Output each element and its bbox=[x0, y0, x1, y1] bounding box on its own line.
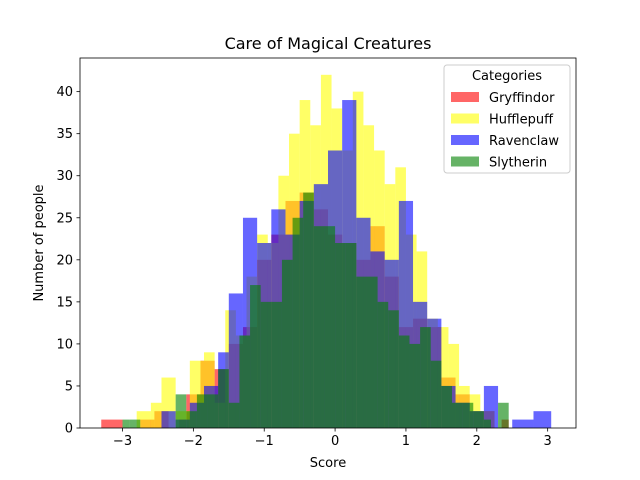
legend-swatch bbox=[451, 156, 479, 167]
bar-hufflepuff-1 bbox=[150, 402, 162, 428]
y-tick-label: 15 bbox=[56, 295, 73, 310]
bar-slytherin-13 bbox=[292, 217, 304, 428]
bar-slytherin-0 bbox=[122, 419, 130, 428]
bar-ravenclaw-0 bbox=[161, 411, 176, 428]
legend-label: Slytherin bbox=[489, 156, 547, 171]
bar-hufflepuff-28 bbox=[448, 343, 460, 428]
legend-item-hufflepuff: Hufflepuff bbox=[451, 113, 554, 128]
bar-slytherin-30 bbox=[473, 411, 484, 428]
bars-layer bbox=[101, 74, 552, 429]
x-tick-label: −1 bbox=[255, 434, 274, 449]
legend-swatch bbox=[451, 135, 479, 145]
bar-slytherin-31 bbox=[483, 419, 491, 428]
bar-gryffindor-0 bbox=[101, 419, 123, 428]
x-axis-label: Score bbox=[310, 456, 346, 471]
x-tick-label: 0 bbox=[331, 434, 339, 449]
bar-slytherin-2 bbox=[175, 394, 187, 428]
bar-slytherin-21 bbox=[377, 301, 389, 428]
bar-slytherin-26 bbox=[430, 360, 442, 428]
bar-slytherin-5 bbox=[207, 394, 219, 428]
bar-slytherin-14 bbox=[303, 192, 314, 428]
x-axis: −3 −2 −1 0 1 2 3 bbox=[113, 428, 552, 449]
bar-slytherin-20 bbox=[366, 276, 378, 428]
legend-item-ravenclaw: Ravenclaw bbox=[451, 134, 559, 149]
legend-item-gryffindor: Gryffindor bbox=[451, 91, 555, 106]
bar-slytherin-28 bbox=[452, 402, 463, 428]
legend: Categories Gryffindor Hufflepuff Ravenclaw… bbox=[443, 64, 571, 174]
bar-slytherin-11 bbox=[271, 301, 282, 428]
bar-slytherin-12 bbox=[281, 259, 293, 428]
series-slytherin bbox=[122, 192, 509, 428]
bar-slytherin-18 bbox=[345, 243, 357, 428]
y-axis: 0 5 10 15 20 25 30 35 40 bbox=[56, 85, 80, 437]
bar-slytherin-3 bbox=[186, 411, 197, 428]
bar-slytherin-23 bbox=[398, 335, 410, 428]
legend-swatch bbox=[451, 113, 479, 124]
x-tick-label: 3 bbox=[544, 434, 552, 449]
y-axis-label: Number of people bbox=[32, 184, 47, 301]
bar-ravenclaw-25 bbox=[533, 411, 552, 428]
bar-slytherin-22 bbox=[388, 310, 399, 428]
bar-slytherin-19 bbox=[356, 276, 367, 428]
bar-slytherin-9 bbox=[250, 285, 261, 428]
y-tick-label: 5 bbox=[65, 379, 73, 394]
y-tick-label: 25 bbox=[56, 211, 73, 226]
bar-slytherin-4 bbox=[196, 394, 208, 428]
legend-label: Ravenclaw bbox=[489, 134, 559, 149]
y-tick-label: 30 bbox=[56, 169, 73, 184]
plot-frame bbox=[79, 57, 577, 429]
chart-title: Care of Magical Creatures bbox=[225, 34, 432, 53]
x-tick-label: 2 bbox=[473, 434, 481, 449]
x-tick-label: 1 bbox=[402, 434, 410, 449]
legend-label: Hufflepuff bbox=[489, 113, 554, 128]
x-tick-label: −3 bbox=[113, 434, 132, 449]
legend-title: Categories bbox=[472, 69, 542, 84]
legend-item-slytherin: Slytherin bbox=[451, 156, 547, 171]
bar-ravenclaw-23 bbox=[483, 385, 499, 428]
bar-slytherin-6 bbox=[218, 369, 229, 428]
legend-items: Gryffindor Hufflepuff Ravenclaw Slytherin bbox=[451, 91, 559, 171]
x-tick-label: −2 bbox=[184, 434, 203, 449]
bar-slytherin-8 bbox=[239, 335, 251, 428]
y-tick-label: 0 bbox=[65, 422, 73, 437]
bar-ravenclaw-24 bbox=[512, 419, 534, 428]
y-tick-label: 35 bbox=[56, 127, 73, 142]
bar-slytherin-15 bbox=[313, 226, 325, 428]
bar-slytherin-7 bbox=[228, 402, 240, 428]
bar-hufflepuff-27 bbox=[437, 327, 449, 428]
y-tick-label: 20 bbox=[56, 253, 73, 268]
legend-swatch bbox=[451, 92, 479, 102]
bar-slytherin-27 bbox=[441, 385, 452, 428]
bar-slytherin-29 bbox=[462, 402, 474, 428]
y-tick-label: 10 bbox=[56, 337, 73, 352]
bar-slytherin-16 bbox=[324, 226, 336, 428]
bar-slytherin-1 bbox=[129, 419, 141, 428]
bar-slytherin-10 bbox=[260, 301, 272, 428]
legend-label: Gryffindor bbox=[489, 91, 555, 106]
bar-slytherin-17 bbox=[335, 243, 346, 428]
y-tick-label: 40 bbox=[56, 85, 73, 100]
bar-slytherin-24 bbox=[409, 343, 421, 428]
bar-slytherin-32 bbox=[498, 402, 509, 428]
bar-slytherin-25 bbox=[420, 327, 431, 428]
